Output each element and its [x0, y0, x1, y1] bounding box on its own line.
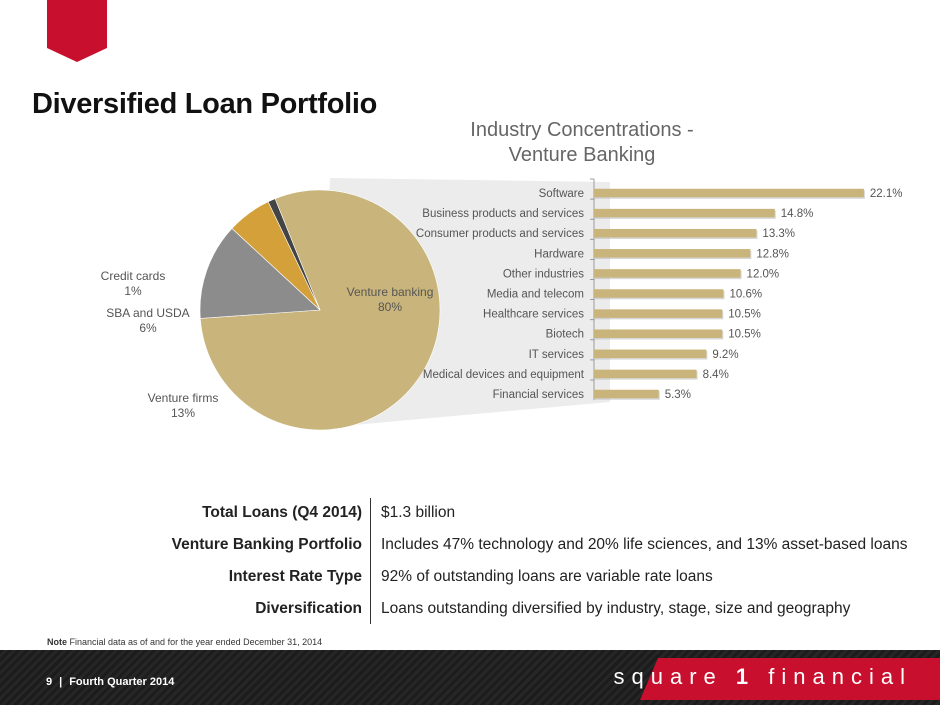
- details-label: Interest Rate Type: [228, 568, 362, 585]
- footnote: Note Financial data as of and for the ye…: [47, 637, 322, 647]
- bar-category-label: Business products and services: [422, 208, 584, 220]
- bar-value-label: 12.8%: [756, 248, 789, 260]
- bar-value-label: 13.3%: [762, 228, 795, 240]
- bar: [594, 369, 697, 379]
- bar-value-label: 10.6%: [729, 289, 762, 301]
- footer-bar: 9 | Fourth Quarter 2014 square 1 financial: [0, 650, 940, 705]
- bar: [594, 228, 757, 238]
- bar-value-label: 8.4%: [703, 369, 729, 381]
- brand-logo: square 1 financial: [614, 658, 940, 700]
- page-title: Diversified Loan Portfolio: [32, 88, 378, 120]
- bar-value-label: 10.5%: [728, 309, 761, 321]
- details-row: Interest Rate Type 92% of outstanding lo…: [0, 562, 940, 594]
- bar-category-label: Biotech: [546, 329, 584, 341]
- brand-word-financial: financial: [755, 664, 912, 689]
- bar-category-label: Software: [539, 188, 584, 200]
- pie-slice-percent: 13%: [171, 406, 195, 420]
- brand-word-square: square: [613, 664, 736, 689]
- bar-chart-title-line2: Venture Banking: [509, 144, 656, 166]
- bar-value-label: 9.2%: [712, 349, 738, 361]
- bar-category-label: Financial services: [493, 389, 585, 401]
- page-number: 9: [46, 676, 53, 688]
- corner-tab-decoration: [47, 0, 107, 62]
- bar-value-label: 5.3%: [665, 389, 691, 401]
- pie-slice-name: Venture firms: [148, 391, 219, 405]
- bar: [594, 208, 775, 218]
- bar: [594, 289, 724, 298]
- details-divider: [370, 498, 371, 624]
- bar-category-label: IT services: [529, 349, 585, 361]
- details-value: $1.3 billion: [381, 504, 456, 521]
- footnote-prefix: Note: [47, 637, 67, 647]
- brand-banner: [640, 658, 940, 700]
- bar: [594, 249, 751, 258]
- details-value: 92% of outstanding loans are variable ra…: [381, 568, 713, 585]
- details-value: Includes 47% technology and 20% life sci…: [381, 536, 908, 553]
- bar-category-label: Medical devices and equipment: [423, 369, 585, 381]
- pie-slice: [267, 198, 321, 311]
- brand-numeral: 1: [735, 664, 756, 689]
- footer-period: Fourth Quarter 2014: [69, 676, 175, 688]
- pie-slice-name: Credit cards: [101, 269, 166, 283]
- pie-slice-name: Venture banking: [347, 285, 434, 299]
- industry-concentrations-bar-chart: Software 22.1% Business products and servi…: [416, 178, 903, 401]
- details-label: Total Loans (Q4 2014): [202, 504, 362, 521]
- bar-category-label: Other industries: [503, 268, 584, 280]
- bar-category-label: Hardware: [534, 248, 584, 260]
- details-row: Venture Banking Portfolio Includes 47% t…: [0, 530, 940, 562]
- details-label: Venture Banking Portfolio: [171, 536, 362, 553]
- bar-category-label: Consumer products and services: [416, 228, 584, 240]
- bar-value-label: 14.8%: [781, 208, 814, 220]
- footer-separator: |: [59, 676, 63, 688]
- details-value: Loans outstanding diversified by industr…: [381, 600, 851, 617]
- brand-wordmark: square 1 financial: [614, 664, 912, 690]
- pie-slice-percent: 80%: [378, 300, 402, 314]
- bar: [594, 188, 864, 198]
- bar: [594, 309, 723, 318]
- details-row: Total Loans (Q4 2014) $1.3 billion: [0, 498, 940, 530]
- bar-value-label: 12.0%: [747, 268, 780, 280]
- bar-value-label: 22.1%: [870, 188, 903, 200]
- bar-chart-title-line1: Industry Concentrations -: [470, 119, 693, 141]
- bar: [594, 329, 723, 338]
- pie-slice: [199, 228, 321, 319]
- bar-value-label: 10.5%: [728, 329, 761, 341]
- bar: [594, 269, 741, 278]
- details-label: Diversification: [255, 600, 362, 617]
- details-row: Diversification Loans outstanding divers…: [0, 594, 940, 626]
- bar: [594, 349, 707, 359]
- bar-category-label: Media and telecom: [487, 289, 584, 301]
- pie-slice-percent: 1%: [124, 284, 142, 298]
- pie-slice-percent: 6%: [139, 321, 157, 335]
- bar-category-label: Healthcare services: [483, 309, 584, 321]
- footnote-text: Financial data as of and for the year en…: [67, 637, 323, 647]
- bar: [594, 389, 659, 399]
- pie-slice-name: SBA and USDA: [106, 306, 189, 320]
- footer-page-info: 9 | Fourth Quarter 2014: [46, 676, 174, 688]
